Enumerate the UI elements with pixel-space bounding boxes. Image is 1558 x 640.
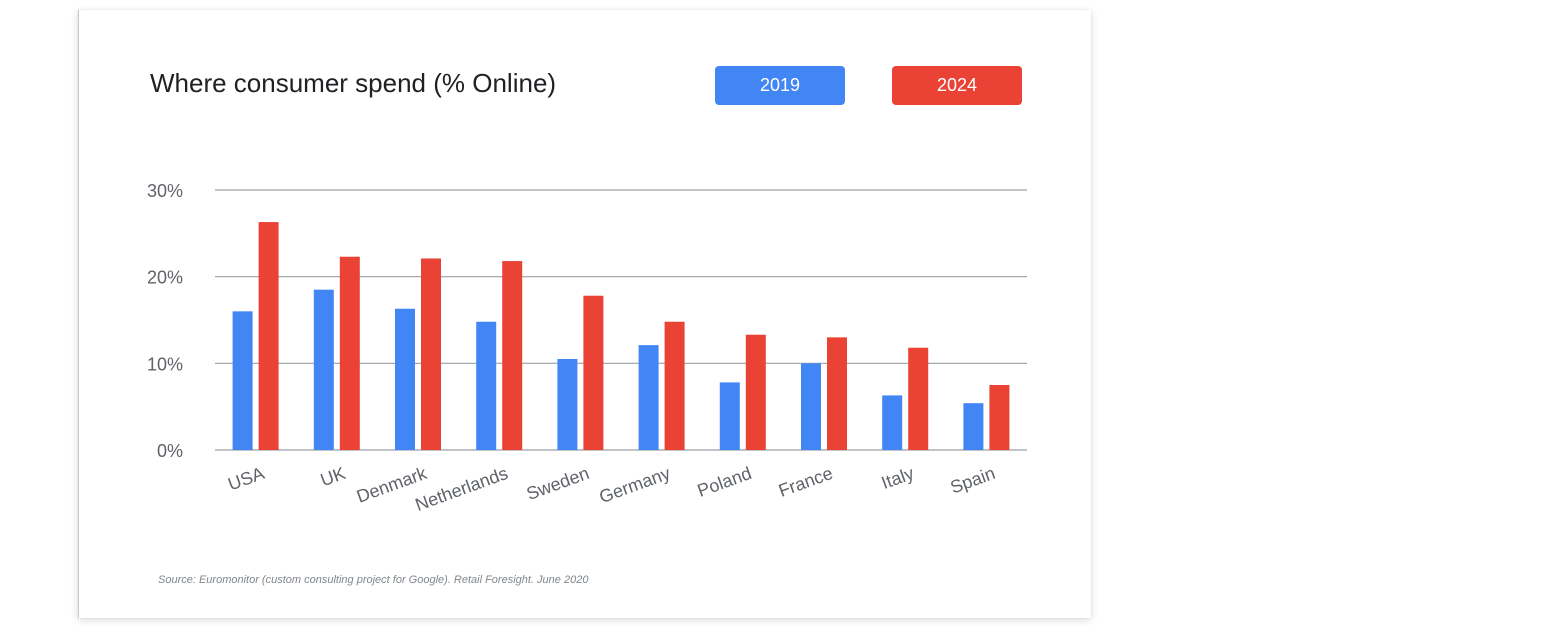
bar-2024-poland <box>745 334 766 450</box>
bar-2019-denmark <box>395 308 415 450</box>
x-tick-label: Italy <box>879 463 917 493</box>
bar-2019-usa <box>232 311 253 450</box>
bar-2024-denmark <box>421 258 441 450</box>
bar-2019-spain <box>963 403 984 450</box>
y-tick-label: 0% <box>157 441 183 461</box>
bar-2024-italy <box>908 347 929 450</box>
x-tick-label: UK <box>318 463 348 490</box>
x-tick-label: USA <box>225 463 267 494</box>
chart-card: Where consumer spend (% Online) 2019 202… <box>78 10 1091 618</box>
x-tick-label: Netherlands <box>413 463 511 515</box>
source-note: Source: Euromonitor (custom consulting p… <box>158 574 589 586</box>
bar-2024-uk <box>339 256 360 450</box>
bar-2024-sweden <box>583 295 604 450</box>
x-tick-label: Poland <box>695 463 755 501</box>
x-tick-label: Germany <box>597 463 673 507</box>
bar-2024-spain <box>989 385 1010 450</box>
bar-2019-poland <box>719 382 740 450</box>
legend-label-2019: 2019 <box>759 75 801 95</box>
legend-item-2019: 2019 <box>715 66 845 105</box>
bar-2019-uk <box>313 289 334 450</box>
y-tick-label: 20% <box>147 268 183 288</box>
bar-2019-italy <box>882 395 903 450</box>
legend-label-2024: 2024 <box>936 75 978 95</box>
x-tick-label: Spain <box>948 463 998 498</box>
y-tick-label: 30% <box>147 181 183 201</box>
bar-2024-germany <box>664 321 685 450</box>
legend-item-2024: 2024 <box>892 66 1022 105</box>
y-tick-label: 10% <box>147 354 183 374</box>
bar-2024-france <box>827 337 847 450</box>
bar-2019-france <box>801 363 821 450</box>
chart-title: Where consumer spend (% Online) <box>150 68 557 98</box>
bar-2019-sweden <box>557 359 578 450</box>
x-tick-label: Sweden <box>524 463 592 504</box>
bar-2019-netherlands <box>476 321 497 450</box>
bar-2024-netherlands <box>502 261 523 450</box>
bar-2019-germany <box>638 345 659 450</box>
x-tick-label: France <box>776 463 835 501</box>
bar-2024-usa <box>258 222 279 450</box>
